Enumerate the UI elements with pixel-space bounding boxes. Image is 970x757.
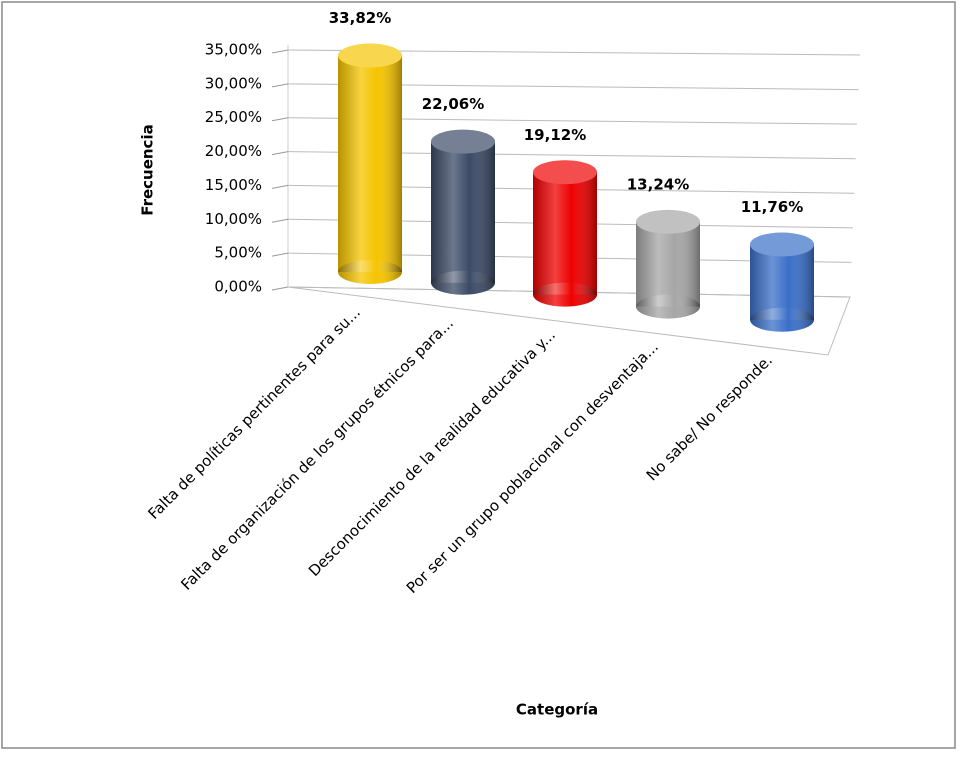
- bar-top-light: [533, 160, 597, 185]
- y-tick: [271, 117, 289, 122]
- value-label: 11,76%: [741, 198, 803, 216]
- bar-top: [533, 160, 597, 185]
- y-tick: [271, 286, 289, 291]
- y-tick-label: 15,00%: [205, 176, 262, 194]
- bar-shade: [636, 221, 700, 307]
- bar-shade: [750, 244, 814, 320]
- bar-top: [338, 43, 402, 68]
- value-label: 13,24%: [627, 175, 689, 193]
- y-tick-label: 20,00%: [205, 142, 262, 160]
- bar-shade: [533, 172, 597, 295]
- x-axis-title: Categoría: [516, 701, 598, 719]
- chart-frame: [1, 1, 956, 749]
- y-tick: [271, 252, 289, 257]
- bar-top: [750, 232, 814, 257]
- y-tick: [271, 184, 289, 189]
- y-tick: [271, 49, 289, 54]
- bar-top-light: [750, 232, 814, 257]
- bar-top-light: [431, 129, 495, 154]
- bar-top-light: [636, 209, 700, 234]
- y-tick-label: 35,00%: [205, 41, 262, 59]
- bar-shade: [338, 55, 402, 272]
- y-tick-label: 0,00%: [214, 278, 262, 296]
- bar-top-light: [338, 43, 402, 68]
- y-tick: [271, 151, 289, 156]
- y-tick: [271, 83, 289, 88]
- value-label: 33,82%: [329, 9, 391, 27]
- y-tick-label: 5,00%: [214, 244, 262, 262]
- y-tick: [271, 218, 289, 223]
- value-label: 19,12%: [524, 126, 586, 144]
- x-tick-label: Por ser un grupo poblacional con desvent…: [403, 338, 662, 597]
- y-tick-label: 30,00%: [205, 74, 262, 92]
- y-tick-label: 10,00%: [205, 210, 262, 228]
- bar-shade: [431, 141, 495, 283]
- bar-top: [431, 129, 495, 154]
- x-tick-label: No sabe/ No responde.: [643, 351, 776, 484]
- bar-top: [636, 209, 700, 234]
- y-tick-label: 25,00%: [205, 108, 262, 126]
- x-tick-label: Desconocimiento de la realidad educativa…: [305, 326, 559, 580]
- y-axis-title: Frecuencia: [139, 124, 157, 215]
- value-label: 22,06%: [422, 95, 484, 113]
- x-tick-label: Falta de políticas pertinentes para su..…: [144, 303, 364, 523]
